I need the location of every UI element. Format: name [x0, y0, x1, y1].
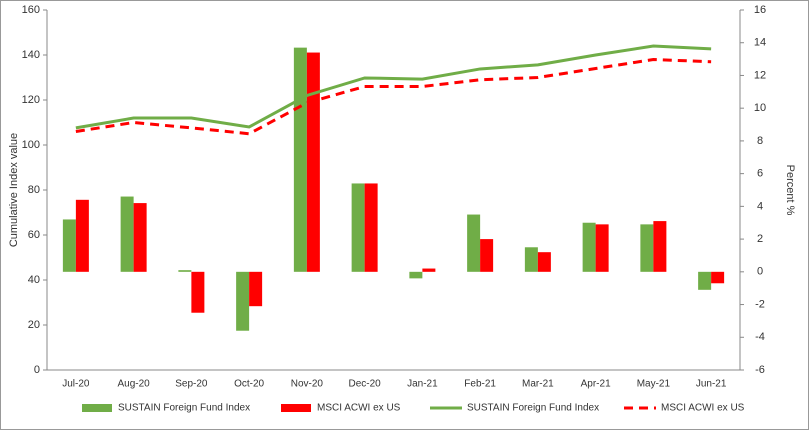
- bar: [351, 183, 365, 272]
- bar: [640, 224, 654, 272]
- line: [75, 44, 712, 130]
- x-tick-label: Jul-20: [62, 379, 90, 390]
- bar: [178, 270, 192, 272]
- bar: [698, 271, 712, 290]
- y-tick-label: 40: [28, 274, 40, 286]
- y2-tick-label: 6: [757, 168, 763, 180]
- bar: [537, 252, 551, 272]
- bar: [191, 271, 205, 313]
- legend-swatch: [281, 404, 311, 412]
- bar: [711, 271, 725, 284]
- bar: [249, 271, 263, 307]
- legend-label: MSCI ACWI ex US: [661, 403, 745, 414]
- legend-label: MSCI ACWI ex US: [317, 403, 401, 414]
- y-tick-label: 60: [28, 229, 40, 241]
- y-tick-label: 120: [22, 94, 40, 106]
- x-tick-label: Aug-20: [118, 379, 151, 390]
- bar: [120, 196, 134, 272]
- bar: [236, 271, 250, 331]
- x-tick-label: Dec-20: [349, 379, 382, 390]
- bar: [653, 221, 667, 272]
- y2-tick-label: 12: [754, 69, 766, 81]
- bar: [75, 199, 89, 272]
- x-tick-label: Nov-20: [291, 379, 324, 390]
- y2-tick-label: 8: [757, 135, 763, 147]
- bar: [422, 268, 436, 272]
- x-tick-label: Jun-21: [696, 379, 727, 390]
- y-tick-label: 20: [28, 319, 40, 331]
- x-tick-label: Mar-21: [522, 379, 554, 390]
- y-tick-label: 100: [22, 139, 40, 151]
- line: [75, 57, 712, 136]
- y2-tick-label: -2: [755, 298, 765, 310]
- y2-axis-label: Percent %: [784, 165, 796, 216]
- bar: [62, 219, 76, 272]
- x-tick-label: Oct-20: [234, 379, 264, 390]
- bar: [480, 239, 494, 272]
- bar: [364, 183, 378, 272]
- y2-tick-label: 10: [754, 102, 766, 114]
- y-tick-label: 80: [28, 184, 40, 196]
- y-axis-label: Cumulative Index value: [8, 133, 20, 247]
- bar: [133, 203, 147, 272]
- x-tick-label: Apr-21: [581, 379, 611, 390]
- bar: [524, 247, 538, 272]
- y-tick-label: 0: [34, 364, 40, 376]
- bar: [293, 47, 307, 272]
- legend-label: SUSTAIN Foreign Fund Index: [467, 403, 599, 414]
- y2-tick-label: -6: [755, 364, 765, 376]
- y2-tick-label: -4: [755, 331, 765, 343]
- x-tick-label: Jan-21: [407, 379, 438, 390]
- x-tick-label: Sep-20: [175, 379, 208, 390]
- bar: [409, 271, 423, 279]
- y2-tick-label: 14: [754, 37, 766, 49]
- bar: [595, 224, 609, 272]
- legend-swatch: [82, 404, 112, 412]
- x-tick-label: Feb-21: [464, 379, 496, 390]
- y2-tick-label: 0: [757, 266, 763, 278]
- bar: [467, 214, 481, 272]
- bar: [582, 222, 596, 272]
- y2-tick-label: 2: [757, 233, 763, 245]
- x-tick-label: May-21: [637, 379, 671, 390]
- y2-tick-label: 4: [757, 200, 763, 212]
- y-tick-label: 140: [22, 49, 40, 61]
- y2-tick-label: 16: [754, 4, 766, 16]
- y-tick-label: 160: [22, 4, 40, 16]
- bar: [306, 52, 320, 272]
- legend-label: SUSTAIN Foreign Fund Index: [118, 403, 250, 414]
